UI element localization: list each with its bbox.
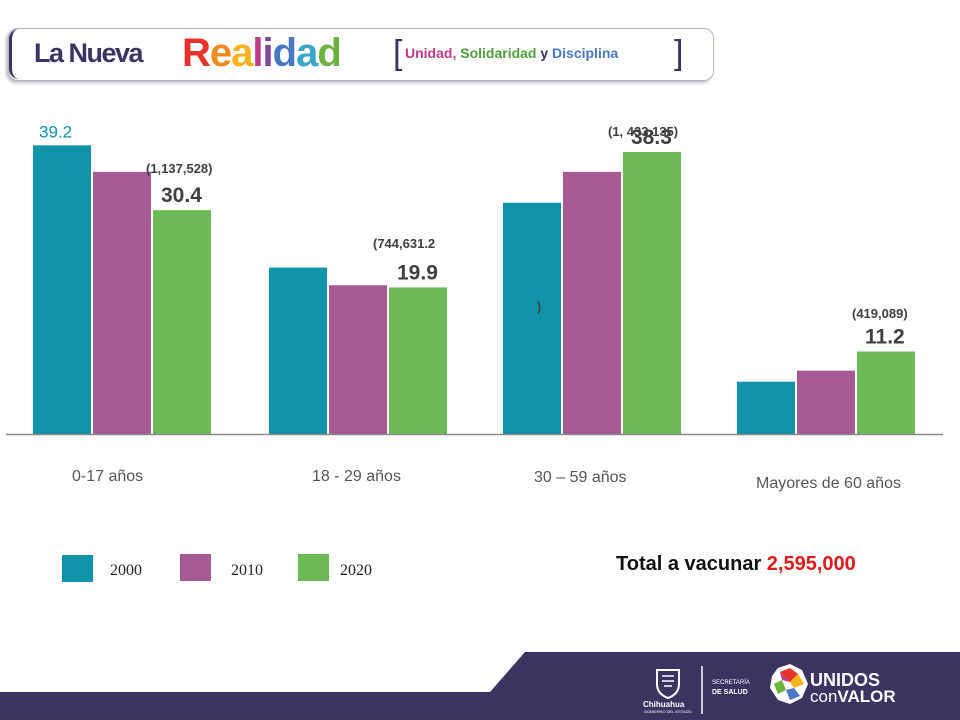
banner-accent [9, 29, 22, 79]
annotation-1: (744,631.2 [373, 236, 435, 251]
brand-letter-4: i [262, 31, 274, 75]
legend-label-2020: 2020 [340, 562, 372, 579]
legend-swatch-2010 [180, 554, 211, 581]
annotation-2: (1, 433,135) [608, 124, 678, 139]
footer-con: con [810, 687, 838, 706]
data-label-3: 38.3 [631, 126, 672, 149]
total-to-vaccinate: Total a vacunar 2,595,000 [616, 553, 856, 576]
bar-2010-cat1 [329, 285, 387, 434]
data-label-2: 19.9 [397, 261, 438, 284]
motto-solidaridad: Solidaridad [460, 45, 537, 61]
brand-letter-7: d [317, 31, 341, 75]
footer-valor: VALOR [837, 687, 896, 706]
total-value: 2,595,000 [766, 553, 856, 575]
brand-letter-6: a [296, 31, 318, 75]
legend-swatch-2020 [298, 554, 329, 581]
chihuahua-shield-icon [656, 669, 680, 700]
footer-band [0, 652, 960, 720]
brand-second-word: Realidad [182, 31, 342, 76]
header-banner [8, 28, 714, 81]
bar-2010-cat0 [93, 171, 151, 434]
unidos-logo-icon [770, 664, 808, 704]
bar-2000-cat0 [33, 145, 91, 434]
footer-unidos: UNIDOS [810, 670, 881, 690]
brand-letter-1: e [209, 31, 232, 75]
category-label-0: 0-17 años [72, 468, 144, 485]
category-label-2: 30 – 59 años [534, 469, 627, 486]
footer-con-valor: conVALOR [810, 687, 896, 707]
motto-y: y [540, 45, 549, 61]
annotation-4: (419,089) [852, 306, 908, 321]
bar-2010-cat2 [563, 171, 621, 434]
bracket-close: ] [674, 34, 684, 72]
motto-unidad: Unidad, [405, 45, 457, 61]
bar-2020-cat2 [623, 151, 681, 435]
brand-letter-5: d [272, 31, 297, 75]
legend-swatch-2000 [62, 555, 93, 582]
bar-2000-cat3 [737, 381, 795, 434]
brand-first-word: La Nueva [34, 38, 144, 68]
category-label-1: 18 - 29 años [312, 468, 401, 485]
legend-label-2010: 2010 [231, 562, 263, 579]
brand-letter-3: l [252, 31, 263, 75]
brand-letter-2: a [231, 31, 253, 75]
data-label-4: 11.2 [865, 326, 905, 349]
motto-disciplina: Disciplina [552, 45, 619, 61]
bar-2000-cat1 [269, 267, 327, 434]
annotation-3: ) [537, 299, 541, 314]
bar-2010-cat3 [797, 370, 855, 434]
total-label: Total a vacunar [616, 553, 762, 575]
data-label-1: 30.4 [161, 184, 202, 207]
brand-letter-0: R [182, 31, 211, 75]
footer-state-sub: GOBIERNO DEL ESTADO [644, 709, 692, 714]
legend-label-2000: 2000 [110, 562, 142, 579]
bar-2020-cat0 [153, 210, 211, 434]
data-label-0: 39.2 [39, 122, 72, 141]
bar-2020-cat1 [389, 287, 447, 434]
bar-2020-cat3 [857, 351, 915, 434]
footer-secretaria: SECRETARÍA [712, 680, 750, 686]
motto: Unidad, Solidaridad y Disciplina [405, 45, 618, 61]
bar-2000-cat2 [503, 202, 561, 434]
bracket-open: [ [393, 34, 403, 72]
footer-salud: DE SALUD [712, 689, 748, 696]
annotation-0: (1,137,528) [146, 161, 213, 176]
footer-state: Chihuahua [643, 700, 685, 709]
category-label-3: Mayores de 60 años [756, 475, 901, 492]
bar-chart: 39.2 30.4 19.9 38.3 11.2 (1,137,528) (744,631.… [6, 122, 943, 436]
